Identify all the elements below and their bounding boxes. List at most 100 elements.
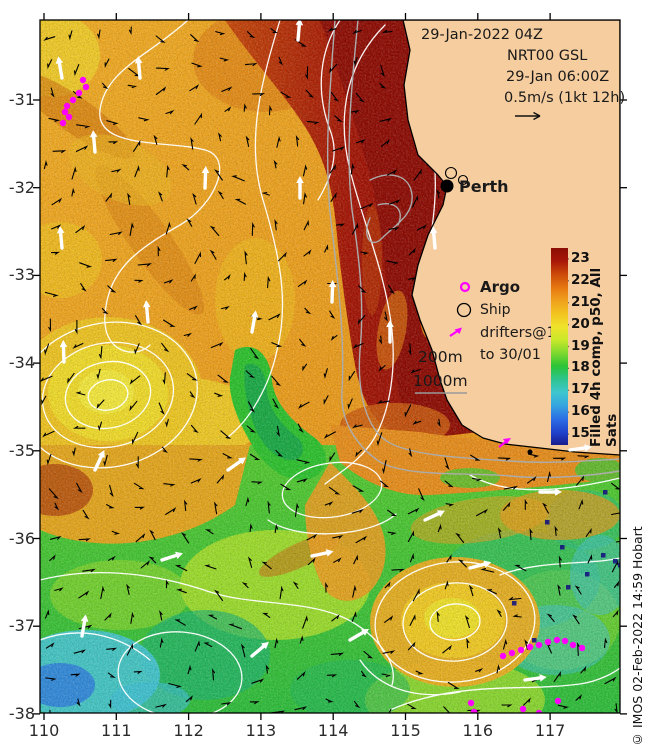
- y-tick-label: -35: [8, 440, 35, 460]
- y-tick-label: -38: [8, 703, 35, 723]
- legend-symbols: [415, 111, 541, 394]
- legend-drifters: drifters@12- to 30/01 12Z: [480, 322, 551, 368]
- cold-pixel: [566, 585, 571, 590]
- colorbar-tick-label: 21: [571, 293, 590, 310]
- y-tick-label: -37: [8, 616, 35, 636]
- white-arrow-shaft: [330, 285, 335, 304]
- white-arrow-head: [261, 641, 269, 650]
- map-frame: [39, 19, 621, 714]
- current-vectors: [40, 26, 620, 713]
- x-tick-label: 116: [462, 721, 494, 740]
- cold-pixel: [532, 638, 537, 643]
- drifter-dot: [569, 641, 577, 649]
- cold-pixel: [603, 490, 608, 495]
- white-arrow-head: [325, 549, 334, 557]
- drifter-dot: [544, 638, 552, 646]
- drifter-dot: [470, 708, 478, 713]
- white-arrow-head: [584, 444, 592, 452]
- x-tick-label: 111: [101, 721, 132, 740]
- drifter-dot: [553, 636, 561, 644]
- y-tick-label: -32: [8, 177, 35, 197]
- white-arrow-shaft: [160, 553, 178, 562]
- white-arrow-shaft: [523, 676, 542, 682]
- colorbar-tick-label: 17: [571, 381, 590, 398]
- white-arrow-head: [250, 310, 259, 318]
- white-arrow-head: [97, 450, 105, 459]
- white-arrow-head: [436, 510, 445, 518]
- x-tick-label: 117: [534, 721, 566, 740]
- drifter-dot: [75, 89, 83, 97]
- isobath-1000m-label: 1000m: [413, 372, 468, 390]
- colorbar-tick-label: 19: [571, 337, 590, 354]
- x-tick-label: 112: [173, 721, 204, 740]
- coastal-symbols: [440, 166, 533, 455]
- white-arrow-shaft: [226, 459, 242, 472]
- drifter-dot: [526, 643, 534, 651]
- white-arrow-head: [555, 488, 562, 496]
- white-arrow-head: [238, 457, 247, 465]
- colorbar-tick-label: 22: [571, 271, 590, 288]
- drifter-dot: [69, 96, 77, 104]
- white-arrow-shaft: [250, 315, 257, 334]
- bathymetry-contours: [326, 20, 620, 479]
- drifter-dot: [578, 644, 586, 652]
- drifter-dot: [59, 119, 67, 127]
- white-arrow-shaft: [61, 345, 66, 364]
- map-layers: [40, 20, 620, 713]
- drifter-dot: [79, 76, 87, 84]
- perth-dot: [440, 179, 454, 193]
- y-tick-label: -36: [8, 528, 35, 548]
- white-arrow-shaft: [80, 619, 87, 638]
- colorbar-tick-label: 20: [571, 315, 590, 332]
- white-arrow-head: [59, 340, 68, 348]
- white-arrow-head: [142, 300, 151, 308]
- white-arrow-shaft: [431, 231, 437, 250]
- island-contour-icon: [457, 174, 469, 186]
- white-arrow-shaft: [348, 630, 365, 642]
- drifter-marker-head-icon: [454, 327, 462, 334]
- y-tick-label: -34: [8, 353, 35, 373]
- credit-text: © IMOS 02-Feb-2022 14:59 Hobart: [630, 526, 645, 747]
- white-arrow-head: [328, 280, 337, 288]
- observation-markers: [59, 76, 620, 713]
- drifter-arrow-head: [503, 438, 511, 444]
- colorbar-tick-label: 16: [571, 403, 590, 420]
- argo-marker-icon: [459, 281, 471, 293]
- legend-drifters-line2: to 30/01 12Z: [480, 347, 541, 363]
- drifter-dot: [63, 102, 71, 110]
- white-arrow-shaft: [144, 305, 150, 324]
- axis-ticks: [33, 13, 627, 720]
- colorbar-tick-label: 23: [571, 249, 590, 266]
- coast-town-dot: [527, 449, 533, 455]
- annotation-model-time: 29-Jan 06:00Z: [506, 69, 610, 85]
- cold-pixel: [585, 572, 590, 577]
- white-arrow-head: [89, 130, 98, 138]
- perth-label: Perth: [459, 177, 509, 196]
- annotation-vector-scale: 0.5m/s (1kt 12h): [504, 90, 626, 106]
- cold-pixel: [512, 601, 517, 606]
- drifter-dot: [61, 108, 69, 116]
- y-tick-label: -33: [8, 265, 35, 285]
- drifter-dot: [561, 637, 569, 645]
- annotation-datetime: 29-Jan-2022 04Z: [421, 27, 543, 43]
- scale-arrow-icon: [515, 111, 541, 121]
- cold-pixel: [560, 545, 565, 550]
- annotation-model: NRT00 GSL: [507, 48, 588, 64]
- white-arrow-head: [296, 176, 304, 183]
- white-arrow-shaft: [468, 562, 487, 570]
- white-arrow-head: [361, 629, 370, 636]
- cold-pixel: [545, 520, 550, 525]
- drifter-dot: [499, 652, 507, 660]
- colorbar-tick-label: 15: [571, 425, 590, 442]
- cold-pixel: [618, 563, 620, 568]
- drifter-dot: [517, 646, 525, 654]
- drifter-dot: [82, 83, 90, 91]
- drifter-dot: [508, 649, 516, 657]
- white-arrow-head: [55, 56, 64, 64]
- x-tick-label: 115: [390, 721, 421, 740]
- legend-argo-label: Argo: [480, 278, 521, 296]
- white-arrow-head: [134, 56, 143, 64]
- colorbar-title: Filled 4h comp, p50, All Sats: [588, 267, 620, 447]
- isobath-200m-label: 200m: [418, 348, 463, 366]
